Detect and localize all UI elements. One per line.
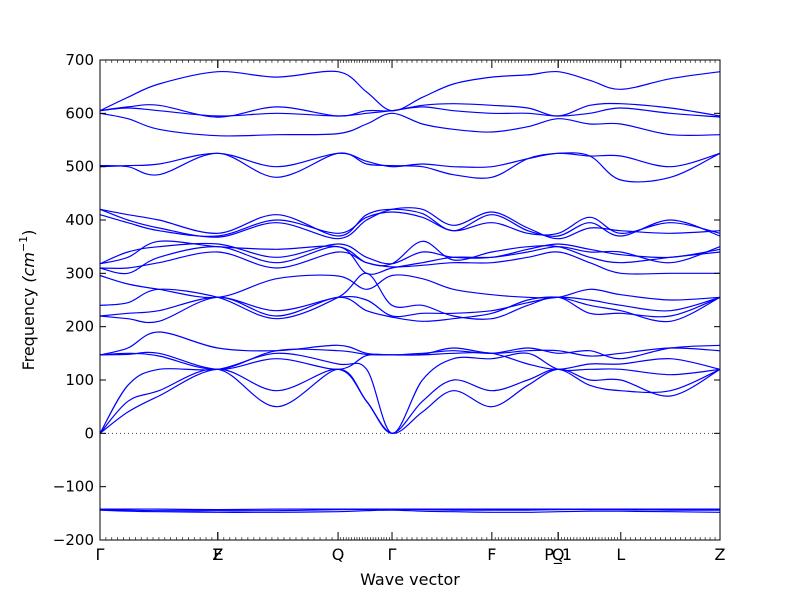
x-tick-label: L	[616, 545, 625, 564]
band-line	[99, 208, 721, 237]
y-axis-unit: (cm	[19, 252, 38, 283]
x-axis-label: Wave vector	[360, 570, 460, 589]
x-tick-label: Q	[552, 545, 565, 564]
band-line	[99, 240, 721, 267]
plot-background	[100, 60, 720, 540]
y-tick-label: 300	[65, 264, 94, 282]
band-line	[99, 274, 721, 301]
band-series	[99, 70, 721, 513]
y-tick-label: 700	[65, 51, 94, 69]
y-axis-unit-close: )	[19, 230, 38, 236]
x-tick-label: Γ	[96, 545, 105, 564]
band-line	[99, 352, 721, 434]
x-tick-label: Γ	[388, 545, 397, 564]
y-axis-label: Frequency (cm−1)	[17, 230, 38, 371]
band-line	[99, 152, 721, 183]
y-axis-unit-exponent: −1	[17, 236, 30, 252]
band-line	[99, 296, 721, 324]
y-tick-label: −200	[53, 531, 94, 549]
y-tick-label: 600	[65, 104, 94, 122]
band-line	[99, 251, 720, 275]
y-tick-label: 0	[84, 424, 94, 442]
band-line	[99, 152, 721, 179]
x-tick-label: F	[213, 545, 222, 564]
x-tick-label: P_1	[544, 545, 572, 565]
band-line	[99, 242, 721, 265]
plot-area	[99, 59, 721, 541]
band-line	[99, 70, 721, 112]
y-axis-ticks: −200 −100 0 100 200 300 400 500 600 700	[53, 51, 720, 549]
x-axis-ticks: Γ FZ Q Γ F P_1Q L Z	[96, 60, 726, 565]
x-tick-label: Q	[332, 545, 345, 564]
band-line	[99, 331, 721, 360]
band-line	[99, 112, 721, 137]
band-line	[99, 246, 721, 275]
band-line	[99, 272, 721, 320]
y-tick-label: 500	[65, 158, 94, 176]
band-line	[99, 368, 721, 434]
band-line	[99, 347, 721, 370]
y-tick-label: 400	[65, 211, 94, 229]
band-line	[99, 295, 721, 318]
plot-frame	[99, 59, 721, 541]
band-line	[99, 509, 721, 513]
y-tick-label: 200	[65, 318, 94, 336]
y-axis-label-text: Frequency	[19, 288, 38, 371]
y-tick-label: 100	[65, 371, 94, 389]
x-tick-label: Z	[212, 545, 223, 564]
band-line	[99, 368, 721, 434]
band-line	[99, 207, 721, 240]
x-tick-label: F	[487, 545, 496, 564]
y-tick-label: −100	[53, 478, 94, 496]
x-tick-label: Z	[715, 545, 726, 564]
band-line	[99, 102, 721, 118]
band-line	[100, 508, 720, 511]
